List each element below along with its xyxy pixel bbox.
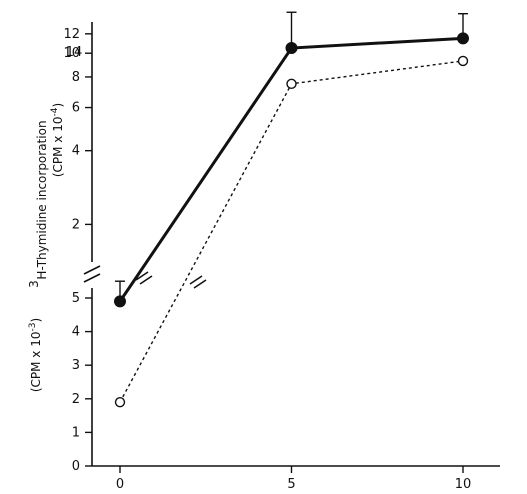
y-extra-tick-label: 14 [66,45,83,60]
y-upper-tick-label: 4 [72,144,80,159]
y-upper-tick-label: 6 [72,101,80,116]
series-break-marks [135,271,207,289]
series-dashed-point [114,396,126,408]
y-lower-tick-label: 0 [72,459,80,474]
y-lower-tick-label: 3 [72,358,80,373]
y-upper-ticks: 2 4 6 8 10 12 [63,27,92,232]
y-upper-unit-label: (CPM x 10-4) [50,103,65,177]
series-solid-point [457,32,469,45]
x-tick-label: 5 [287,477,295,492]
y-upper-tick-label: 10 [63,46,80,61]
y-upper-tick-label: 8 [72,70,80,85]
y-lower-tick-label: 2 [72,392,80,407]
series-dashed-line [119,60,464,403]
series-solid [114,11,469,308]
x-ticks: 0 5 10 [116,466,471,492]
y-upper-tick-label: 12 [63,27,80,42]
y-upper-label: H-Thymidine incorporation [35,120,49,279]
series-solid-point [285,42,298,55]
y-lower-tick-label: 1 [72,425,80,440]
y-lower-unit-label: (CPM x 10-3) [28,318,43,392]
series-dashed-point [286,78,297,90]
series-dashed [114,55,469,408]
y-lower-tick-label: 5 [72,291,80,306]
series-dashed-point [457,55,469,67]
y-lower-ticks: 0 1 2 3 4 5 [72,291,92,474]
series-solid-line [118,36,464,303]
y-lower-tick-label: 4 [72,325,80,340]
y-label-superscript: 3 [27,280,41,288]
x-tick-label: 0 [116,477,124,492]
y-axis-break [83,265,101,283]
y-upper-tick-label: 2 [72,217,80,232]
series-solid-point [114,295,126,308]
x-tick-label: 10 [455,477,472,492]
